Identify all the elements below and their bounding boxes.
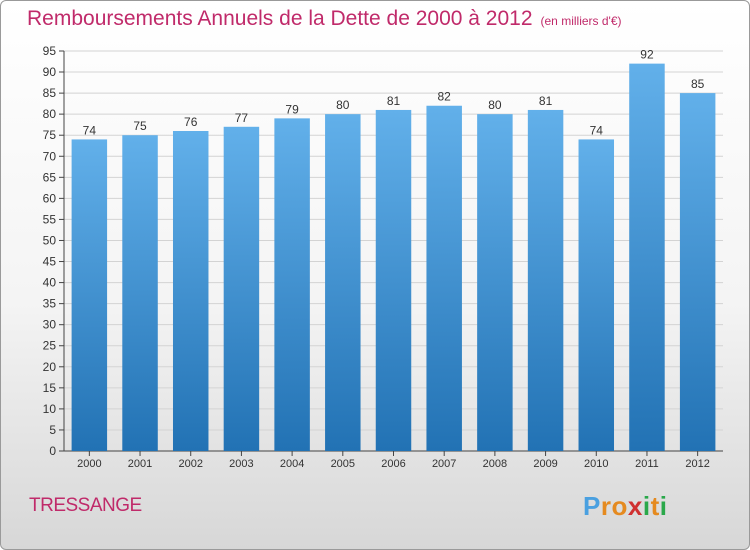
data-label: 80 [336, 98, 350, 112]
y-tick-label: 90 [43, 65, 57, 79]
y-tick-label: 80 [43, 107, 57, 121]
commune-name: TRESSANGE [29, 495, 142, 516]
y-tick-label: 55 [43, 212, 57, 226]
x-tick-label: 2001 [128, 458, 152, 470]
x-tick-label: 2004 [280, 458, 304, 470]
y-tick-label: 85 [43, 86, 57, 100]
bar [172, 131, 209, 451]
data-label: 79 [285, 102, 299, 116]
bar [71, 139, 108, 451]
data-label: 77 [235, 111, 249, 125]
y-tick-label: 0 [49, 444, 56, 458]
data-label: 74 [590, 123, 604, 137]
y-tick-label: 65 [43, 170, 57, 184]
y-tick-label: 30 [43, 318, 57, 332]
bar [122, 135, 158, 452]
data-label: 82 [438, 90, 452, 104]
logo-letter: i [659, 491, 668, 521]
bar [578, 139, 615, 451]
y-tick-label: 15 [43, 381, 57, 395]
x-tick-label: 2006 [381, 458, 405, 470]
x-tick-label: 2009 [533, 458, 557, 470]
data-label: 92 [640, 48, 654, 62]
logo-letter: P [583, 491, 601, 521]
x-tick-label: 2005 [331, 458, 355, 470]
logo-letter: x [627, 491, 643, 521]
y-tick-label: 50 [43, 233, 57, 247]
logo-letter: t [650, 491, 660, 521]
bar [629, 63, 665, 451]
y-tick-label: 45 [43, 255, 57, 269]
x-tick-label: 2010 [584, 458, 608, 470]
bar [274, 118, 310, 452]
unit-label: (en milliers d'€) [540, 14, 622, 28]
x-tick-label: 2011 [635, 458, 659, 470]
y-tick-label: 75 [43, 128, 57, 142]
y-tick-label: 70 [43, 149, 57, 163]
bar [325, 114, 361, 451]
y-tick-label: 25 [43, 339, 57, 353]
data-label: 81 [387, 94, 401, 108]
proxiti-logo: Proxiti [583, 491, 667, 522]
logo-letter: r [600, 491, 612, 521]
bar [223, 126, 260, 451]
data-label: 75 [133, 119, 147, 133]
bar [375, 109, 412, 452]
y-tick-label: 40 [43, 276, 57, 290]
data-label: 80 [488, 98, 502, 112]
bar [679, 93, 716, 452]
y-tick-label: 20 [43, 360, 57, 374]
x-tick-label: 2007 [432, 458, 456, 470]
data-label: 74 [83, 123, 97, 137]
y-tick-label: 60 [43, 191, 57, 205]
y-tick-label: 95 [43, 44, 57, 58]
y-tick-label: 35 [43, 297, 57, 311]
y-tick-label: 5 [49, 423, 56, 437]
x-tick-label: 2012 [685, 458, 709, 470]
x-tick-label: 2008 [483, 458, 507, 470]
chart-title: Remboursements Annuels de la Dette de 20… [27, 7, 622, 30]
y-tick-label: 10 [43, 402, 57, 416]
logo-letter: i [642, 491, 651, 521]
data-label: 85 [691, 77, 705, 91]
x-tick-label: 2003 [229, 458, 253, 470]
bar [426, 105, 462, 451]
logo-letter: o [611, 491, 628, 521]
data-label: 76 [184, 115, 198, 129]
bar [477, 114, 513, 451]
bar [527, 109, 564, 452]
data-label: 81 [539, 94, 553, 108]
x-tick-label: 2002 [178, 458, 202, 470]
x-tick-label: 2000 [77, 458, 101, 470]
